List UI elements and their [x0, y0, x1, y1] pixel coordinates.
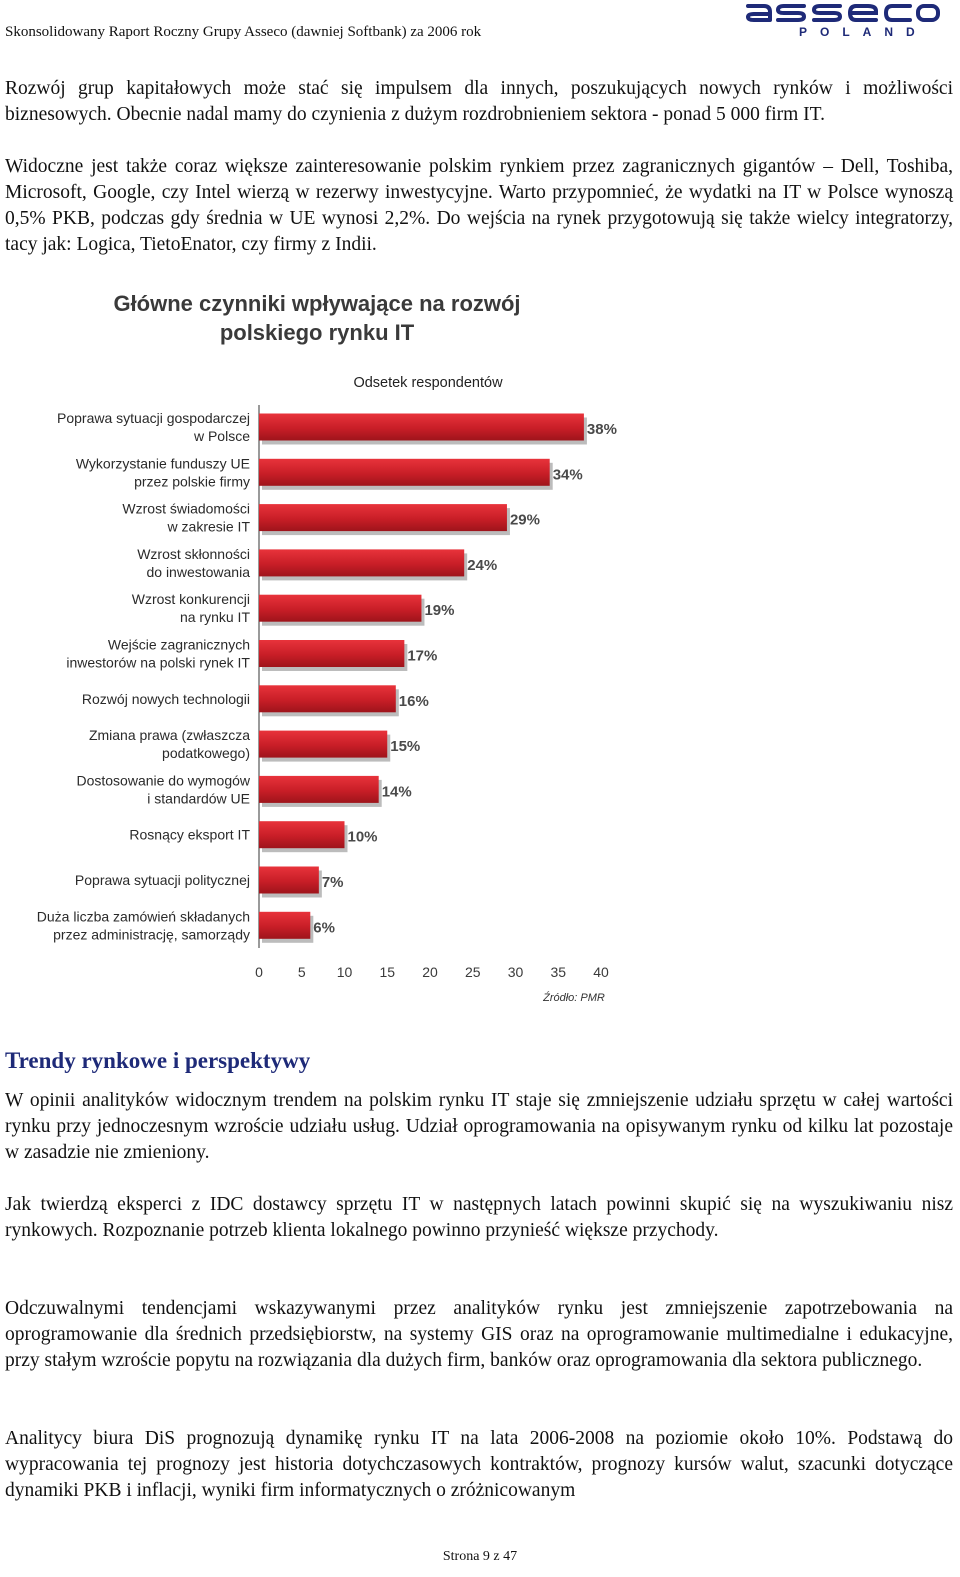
category-label: Rosnący eksport IT: [129, 827, 250, 843]
bar: [259, 821, 345, 849]
chart-svg: Główne czynniki wpływające na rozwój pols…: [37, 291, 617, 1004]
body-paragraph-3: Odczuwalnymi tendencjami wskazywanymi pr…: [5, 1298, 953, 1371]
bar-value-label: 10%: [348, 829, 378, 846]
chart-source: Źródło: PMR: [542, 991, 605, 1004]
bar: [259, 413, 584, 441]
category-label: przez administrację, samorządy: [53, 926, 250, 942]
bar-value-label: 29%: [510, 512, 540, 529]
category-label: w Polsce: [193, 428, 250, 444]
bar-value-label: 24%: [467, 557, 497, 574]
bar-value-label: 17%: [407, 648, 437, 665]
x-tick-label: 40: [593, 964, 609, 980]
category-label: w zakresie IT: [167, 519, 251, 535]
category-label: i standardów UE: [147, 790, 250, 806]
category-label: Wzrost konkurencji: [132, 591, 250, 607]
bar: [259, 504, 507, 532]
body-paragraph-1: W opinii analityków widocznym trendem na…: [5, 1090, 953, 1163]
chart-subtitle: Odsetek respondentów: [353, 375, 503, 391]
x-tick-label: 30: [508, 964, 524, 980]
x-tick-label: 35: [550, 964, 566, 980]
body-paragraph-2: Jak twierdzą eksperci z IDC dostawcy spr…: [5, 1194, 953, 1241]
category-label: Wejście zagranicznych: [108, 637, 250, 653]
category-label: Wzrost świadomości: [122, 501, 250, 517]
x-tick-label: 20: [422, 964, 438, 980]
bar-value-label: 14%: [382, 783, 412, 800]
bar-value-label: 38%: [587, 421, 617, 438]
chart-title-line: Główne czynniki wpływające na rozwój: [113, 291, 520, 316]
page-number: Strona 9 z 47: [442, 1549, 518, 1564]
category-label: Poprawa sytuacji politycznej: [75, 872, 250, 888]
bar: [259, 640, 405, 667]
logo-country: POLAND: [799, 25, 928, 39]
bar-value-label: 7%: [322, 874, 344, 891]
x-tick-label: 0: [255, 964, 263, 980]
asseco-wordmark-icon: [745, 3, 940, 22]
bar-chart: Główne czynniki wpływające na rozwój pols…: [0, 280, 640, 1010]
intro-paragraph-2: Widoczne jest także coraz większe zainte…: [5, 156, 953, 255]
body-paragraph-4: Analitycy biura DiS prognozują dynamikę …: [5, 1428, 953, 1501]
bar: [259, 730, 388, 758]
bar-value-label: 19%: [424, 602, 454, 619]
bar: [259, 911, 311, 939]
chart-title-line: polskiego rynku IT: [220, 320, 415, 345]
category-label: Dostosowanie do wymogów: [76, 772, 250, 788]
bar: [259, 685, 396, 713]
page-header: Skonsolidowany Raport Roczny Grupy Assec…: [0, 0, 960, 48]
asseco-logo: POLAND: [742, 0, 942, 44]
bar: [259, 594, 422, 622]
category-label: Zmiana prawa (zwłaszcza: [89, 727, 250, 743]
x-tick-label: 15: [379, 964, 395, 980]
bar: [259, 775, 379, 803]
bar: [259, 866, 319, 894]
bar: [259, 549, 465, 577]
intro-paragraph-1: Rozwój grup kapitałowych może stać się i…: [5, 78, 953, 125]
report-title: Skonsolidowany Raport Roczny Grupy Assec…: [5, 24, 482, 40]
x-tick-label: 10: [337, 964, 353, 980]
category-label: Wzrost skłonności: [137, 546, 250, 562]
category-label: na rynku IT: [180, 609, 250, 625]
category-label: do inwestowania: [146, 564, 250, 580]
category-label: Wykorzystanie funduszy UE: [76, 455, 250, 471]
category-label: przez polskie firmy: [134, 473, 250, 489]
category-label: Poprawa sytuacji gospodarczej: [57, 410, 250, 426]
category-label: Rozwój nowych technologii: [82, 691, 250, 707]
category-label: inwestorów na polski rynek IT: [66, 655, 250, 671]
x-tick-label: 5: [298, 964, 306, 980]
bar-value-label: 15%: [390, 738, 420, 755]
x-tick-label: 25: [465, 964, 481, 980]
bar: [259, 458, 550, 486]
bar-value-label: 16%: [399, 693, 429, 710]
category-label: Duża liczba zamówień składanych: [37, 908, 250, 924]
bar-value-label: 6%: [313, 919, 335, 936]
bar-value-label: 34%: [553, 466, 583, 483]
category-label: podatkowego): [162, 745, 250, 761]
section-title: Trendy rynkowe i perspektywy: [5, 1048, 311, 1073]
